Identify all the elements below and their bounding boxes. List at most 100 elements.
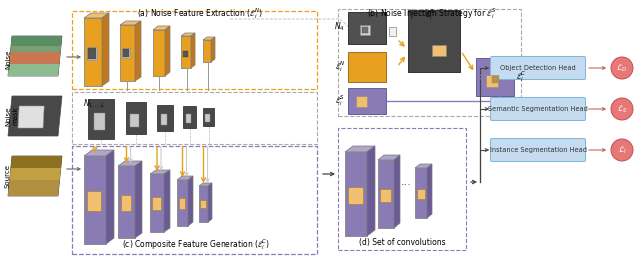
Polygon shape: [150, 174, 164, 232]
Bar: [338, 9, 521, 116]
Polygon shape: [389, 27, 396, 36]
Polygon shape: [131, 114, 139, 127]
Polygon shape: [135, 161, 142, 238]
Bar: [72, 11, 317, 89]
Text: Noise: Noise: [5, 49, 11, 69]
FancyBboxPatch shape: [490, 97, 586, 120]
Polygon shape: [183, 51, 188, 57]
Text: ...: ...: [401, 177, 412, 187]
Polygon shape: [118, 161, 142, 166]
Polygon shape: [408, 10, 460, 72]
Polygon shape: [200, 200, 205, 208]
Polygon shape: [8, 36, 62, 76]
Polygon shape: [9, 52, 60, 64]
Polygon shape: [177, 176, 193, 180]
Polygon shape: [360, 25, 370, 35]
Polygon shape: [415, 164, 432, 168]
Polygon shape: [199, 183, 212, 186]
Polygon shape: [84, 150, 114, 156]
Polygon shape: [203, 108, 214, 126]
Polygon shape: [10, 46, 61, 52]
Polygon shape: [10, 168, 61, 180]
Bar: [72, 92, 317, 144]
Polygon shape: [11, 36, 62, 46]
Polygon shape: [394, 155, 400, 228]
Polygon shape: [11, 156, 62, 168]
Circle shape: [611, 98, 633, 120]
Text: (b) Noise Injection Strategy for $\mathcal{E}_i^S$: (b) Noise Injection Strategy for $\mathc…: [367, 6, 497, 21]
Polygon shape: [378, 160, 394, 228]
FancyBboxPatch shape: [490, 56, 586, 79]
Polygon shape: [150, 170, 170, 174]
Polygon shape: [161, 114, 167, 125]
Polygon shape: [380, 188, 391, 202]
Text: (d) Set of convolutions: (d) Set of convolutions: [358, 238, 445, 247]
FancyBboxPatch shape: [490, 139, 586, 162]
Polygon shape: [199, 186, 208, 222]
Polygon shape: [164, 170, 170, 232]
Polygon shape: [417, 189, 424, 199]
Polygon shape: [118, 166, 135, 238]
Text: $\mathcal{E}_i^N$: $\mathcal{E}_i^N$: [335, 60, 345, 74]
Polygon shape: [123, 49, 129, 57]
Polygon shape: [84, 156, 106, 244]
Bar: [338, 128, 466, 250]
Text: $\mathcal{L}_S$: $\mathcal{L}_S$: [617, 103, 627, 115]
Polygon shape: [486, 75, 498, 87]
Circle shape: [611, 139, 633, 161]
Polygon shape: [157, 105, 173, 131]
Polygon shape: [87, 191, 100, 211]
Polygon shape: [84, 13, 109, 18]
Polygon shape: [179, 199, 185, 209]
Circle shape: [611, 57, 633, 79]
Polygon shape: [126, 102, 146, 134]
Polygon shape: [120, 25, 135, 81]
Text: (c) Composite Feature Generation ($\mathcal{E}_i^C$): (c) Composite Feature Generation ($\math…: [122, 237, 270, 252]
Polygon shape: [165, 26, 170, 76]
Text: Source: Source: [5, 164, 11, 188]
Polygon shape: [84, 18, 102, 86]
Polygon shape: [88, 48, 96, 59]
Text: $\mathcal{E}_i^R$: $\mathcal{E}_i^R$: [425, 7, 435, 22]
Polygon shape: [362, 27, 368, 33]
Polygon shape: [432, 45, 446, 56]
Polygon shape: [153, 26, 170, 30]
Polygon shape: [181, 33, 195, 36]
Text: $\mathcal{E}_i^C$: $\mathcal{E}_i^C$: [516, 69, 526, 84]
Polygon shape: [203, 37, 215, 40]
Polygon shape: [93, 114, 105, 130]
Polygon shape: [153, 30, 165, 76]
Polygon shape: [8, 64, 60, 76]
Text: $\mathcal{L}_D$: $\mathcal{L}_D$: [616, 62, 628, 74]
Polygon shape: [152, 197, 161, 210]
Polygon shape: [348, 52, 386, 82]
Polygon shape: [135, 21, 141, 81]
Polygon shape: [367, 146, 375, 236]
Polygon shape: [120, 195, 131, 211]
Polygon shape: [378, 155, 400, 160]
Polygon shape: [205, 115, 210, 122]
Polygon shape: [345, 152, 367, 236]
Polygon shape: [8, 156, 62, 196]
Polygon shape: [106, 150, 114, 244]
Polygon shape: [18, 106, 44, 128]
Polygon shape: [348, 12, 386, 44]
Polygon shape: [8, 96, 62, 136]
Polygon shape: [476, 58, 514, 96]
Polygon shape: [122, 48, 130, 58]
Polygon shape: [177, 180, 188, 226]
Text: $\mathcal{E}_i^S$: $\mathcal{E}_i^S$: [335, 93, 345, 109]
Polygon shape: [102, 13, 109, 86]
Polygon shape: [181, 36, 191, 68]
Polygon shape: [348, 187, 363, 204]
Polygon shape: [191, 33, 195, 68]
Text: Instance Segmentation Head: Instance Segmentation Head: [490, 147, 586, 153]
Polygon shape: [427, 164, 432, 218]
Text: $N_{1...L}$: $N_{1...L}$: [83, 98, 105, 111]
Polygon shape: [203, 40, 211, 62]
Polygon shape: [348, 88, 386, 114]
Polygon shape: [120, 21, 141, 25]
Text: Semantic Segmentation Head: Semantic Segmentation Head: [488, 106, 588, 112]
Polygon shape: [88, 99, 114, 139]
Bar: [72, 146, 317, 254]
